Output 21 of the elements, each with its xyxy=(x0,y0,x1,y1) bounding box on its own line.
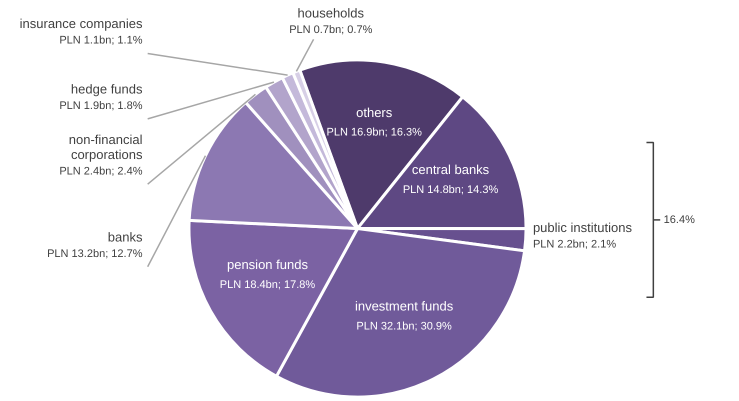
slice-label: banks xyxy=(108,229,143,244)
slice-label: public institutions xyxy=(532,220,632,235)
data-label: PLN 16.9bn; 16.3% xyxy=(326,126,422,139)
data-label: PLN 2.2bn; 2.1% xyxy=(532,238,616,250)
data-label: PLN 14.8bn; 14.3% xyxy=(402,184,498,196)
data-label: PLN 13.2bn; 12.7% xyxy=(47,248,143,260)
slice-label: insurance companies xyxy=(20,16,143,32)
slice-label: central banks xyxy=(412,162,490,177)
slice-label: others xyxy=(356,104,393,120)
text: 16.4% xyxy=(664,214,696,226)
data-label: PLN 1.9bn; 1.8% xyxy=(59,100,143,112)
slice-label: investment funds xyxy=(354,298,454,314)
slice-label: households xyxy=(298,5,365,20)
data-label: PLN 2.4bn; 2.4% xyxy=(59,165,143,178)
data-label: PLN 0.7bn; 0.7% xyxy=(289,24,373,36)
data-label: PLN 18.4bn; 17.8% xyxy=(220,278,316,291)
data-label: PLN 1.1bn; 1.1% xyxy=(59,34,143,47)
slice-label: non-financial corporations xyxy=(68,132,143,162)
data-label: PLN 32.1bn; 30.9% xyxy=(356,320,452,333)
slice-label: hedge funds xyxy=(70,81,143,96)
slice-label: pension funds xyxy=(226,257,308,272)
